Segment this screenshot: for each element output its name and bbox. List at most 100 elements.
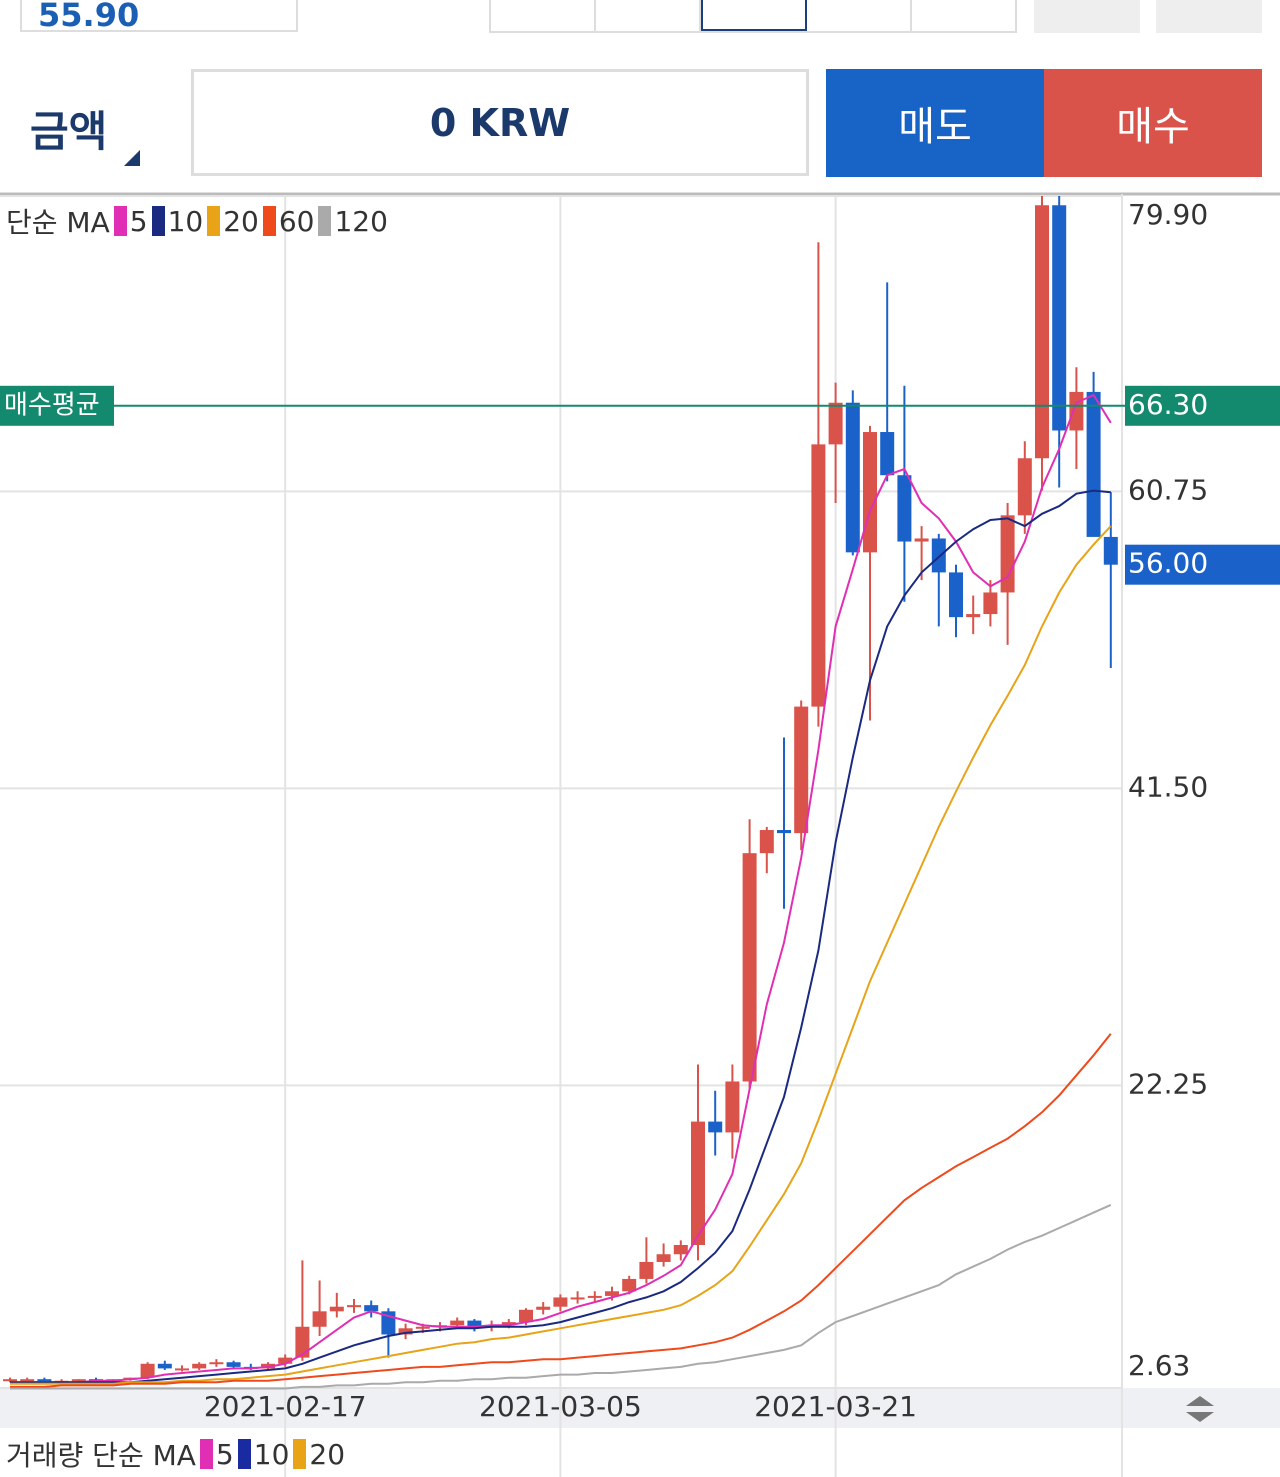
candle-body bbox=[364, 1305, 379, 1312]
candle-body bbox=[278, 1357, 293, 1364]
tab[interactable] bbox=[491, 0, 596, 31]
legend-label: 120 bbox=[334, 204, 388, 238]
legend-label: 10 bbox=[253, 1437, 290, 1471]
candle-body bbox=[863, 432, 877, 553]
candle-body bbox=[742, 853, 757, 1082]
candle-body bbox=[140, 1363, 155, 1378]
legend-label: 10 bbox=[167, 204, 204, 238]
legend-swatch bbox=[262, 206, 276, 236]
price-input[interactable]: 55.90 bbox=[20, 0, 298, 34]
ma-line bbox=[10, 1203, 1112, 1390]
candle-body bbox=[759, 830, 774, 854]
legend-swatch bbox=[318, 206, 332, 236]
candle-body bbox=[777, 830, 791, 834]
legend-label: 5 bbox=[215, 1437, 234, 1471]
candle-body bbox=[450, 1320, 465, 1326]
y-tick-label: 22.25 bbox=[1128, 1067, 1208, 1100]
candle-body bbox=[794, 706, 809, 834]
volume-legend: 거래량 단순 MA 5 10 20 bbox=[6, 1434, 345, 1474]
legend-swatch bbox=[199, 1439, 213, 1469]
candle-body bbox=[157, 1363, 172, 1369]
candle-body bbox=[914, 538, 929, 542]
tab[interactable] bbox=[807, 0, 913, 31]
avg-buy-label: 매수평균 bbox=[4, 390, 100, 420]
x-tick-label: 2021-02-17 bbox=[204, 1390, 367, 1423]
current-price: 56.00 bbox=[1128, 547, 1208, 580]
avg-buy-tag bbox=[0, 385, 114, 426]
buy-button[interactable]: 매수 bbox=[1044, 69, 1262, 177]
x-tick-label: 2021-03-21 bbox=[754, 1390, 917, 1423]
candle-body bbox=[415, 1326, 430, 1329]
current-price-tag bbox=[1125, 544, 1280, 585]
ma-legend: 단순 MA 5 10 20 60 120 bbox=[6, 201, 388, 241]
x-axis-band bbox=[0, 1388, 1280, 1428]
ma-line bbox=[10, 525, 1112, 1385]
candle-body bbox=[639, 1261, 654, 1279]
candle-body bbox=[3, 1379, 17, 1382]
candle-body bbox=[1052, 205, 1067, 431]
candle-body bbox=[175, 1368, 189, 1371]
candle-body bbox=[192, 1363, 207, 1369]
ma-line bbox=[10, 489, 1111, 1384]
legend-label: 20 bbox=[309, 1437, 346, 1471]
legend-title: 단순 MA bbox=[6, 206, 110, 239]
candle-body bbox=[467, 1320, 482, 1327]
legend-swatch bbox=[237, 1439, 251, 1469]
legend-label: 5 bbox=[129, 204, 148, 238]
price-value: 55.90 bbox=[38, 0, 140, 34]
y-tick-label: 79.90 bbox=[1128, 198, 1208, 231]
legend-swatch bbox=[293, 1439, 307, 1469]
legend-swatch bbox=[151, 206, 165, 236]
y-tick-label: 2.63 bbox=[1128, 1349, 1190, 1382]
resize-icon[interactable] bbox=[1186, 1396, 1214, 1422]
candle-body bbox=[897, 475, 912, 542]
candle-body bbox=[691, 1121, 705, 1245]
candle-body bbox=[673, 1244, 688, 1255]
ma-line bbox=[10, 393, 1112, 1384]
candle-body bbox=[1035, 205, 1049, 459]
candle-body bbox=[622, 1278, 637, 1292]
candle-body bbox=[312, 1311, 327, 1327]
legend-label: 60 bbox=[278, 204, 315, 238]
candle-body bbox=[329, 1306, 344, 1312]
candle-body bbox=[1103, 536, 1118, 565]
candle-body bbox=[1017, 458, 1032, 516]
avg-buy-price: 66.30 bbox=[1128, 388, 1208, 421]
sell-button[interactable]: 매도 bbox=[826, 69, 1044, 177]
candle-body bbox=[931, 538, 946, 573]
candle-body bbox=[570, 1297, 585, 1300]
candle-body bbox=[725, 1081, 740, 1133]
candle-body bbox=[880, 432, 895, 476]
legend-title: 거래량 단순 MA bbox=[6, 1439, 196, 1472]
candle-body bbox=[20, 1379, 35, 1382]
candle-body bbox=[845, 402, 860, 553]
candle-body bbox=[536, 1306, 551, 1310]
y-tick-label: 60.75 bbox=[1128, 473, 1208, 506]
ma-line bbox=[10, 1033, 1112, 1388]
candle-body bbox=[828, 402, 843, 445]
amount-input[interactable]: 0 KRW bbox=[191, 69, 809, 176]
candle-body bbox=[553, 1297, 568, 1307]
legend-swatch bbox=[113, 206, 127, 236]
candle-body bbox=[587, 1295, 602, 1298]
x-tick-label: 2021-03-05 bbox=[479, 1390, 642, 1423]
candle-body bbox=[708, 1121, 723, 1133]
tab-selected[interactable] bbox=[700, 0, 808, 31]
candle-body bbox=[811, 444, 826, 707]
tab-group bbox=[489, 0, 1017, 33]
avg-buy-price-tag bbox=[1125, 385, 1280, 426]
candle-body bbox=[398, 1328, 413, 1335]
icon-button[interactable] bbox=[1034, 0, 1140, 33]
candle-body bbox=[966, 614, 981, 618]
candle-body bbox=[519, 1309, 533, 1323]
candle-body bbox=[1086, 391, 1101, 537]
y-tick-label: 41.50 bbox=[1128, 770, 1208, 803]
candle-body bbox=[501, 1322, 516, 1326]
settings-button[interactable] bbox=[1156, 0, 1262, 33]
legend-label: 20 bbox=[223, 204, 259, 238]
legend-swatch bbox=[207, 206, 221, 236]
amount-dropdown[interactable]: 금액 bbox=[30, 107, 108, 156]
dropdown-arrow bbox=[124, 150, 140, 166]
tab[interactable] bbox=[596, 0, 701, 31]
